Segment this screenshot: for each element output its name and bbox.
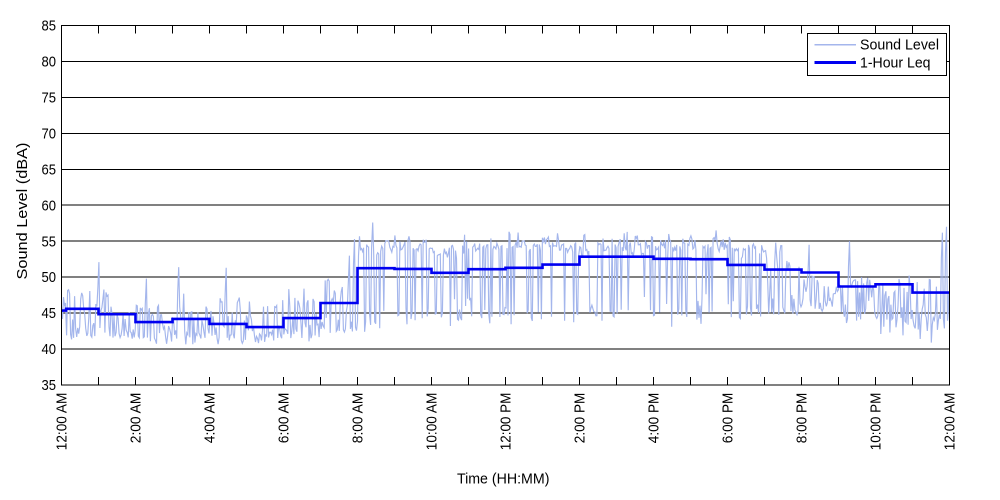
svg-text:Sound Level: Sound Level [860,37,939,54]
svg-text:4:00 PM: 4:00 PM [646,393,663,444]
svg-text:2:00 AM: 2:00 AM [128,393,145,444]
svg-text:10:00 AM: 10:00 AM [424,393,441,451]
svg-text:85: 85 [42,18,57,35]
svg-text:55: 55 [42,233,57,250]
svg-text:60: 60 [42,197,57,214]
svg-text:40: 40 [42,341,57,358]
svg-text:Time (HH:MM): Time (HH:MM) [457,471,550,488]
svg-text:12:00 AM: 12:00 AM [54,393,71,451]
svg-text:50: 50 [42,269,57,286]
svg-text:65: 65 [42,161,57,178]
svg-text:2:00 PM: 2:00 PM [572,393,589,444]
svg-text:Sound Level (dBA): Sound Level (dBA) [14,143,31,280]
svg-text:35: 35 [42,377,57,394]
svg-text:45: 45 [42,305,57,322]
svg-text:70: 70 [42,125,57,142]
svg-text:6:00 PM: 6:00 PM [720,393,737,444]
svg-text:6:00 AM: 6:00 AM [276,393,293,444]
svg-text:75: 75 [42,90,57,107]
svg-text:80: 80 [42,54,57,71]
svg-text:8:00 PM: 8:00 PM [794,393,811,444]
svg-text:10:00 PM: 10:00 PM [868,393,885,451]
svg-text:4:00 AM: 4:00 AM [202,393,219,444]
svg-text:12:00 PM: 12:00 PM [498,393,515,451]
svg-text:8:00 AM: 8:00 AM [350,393,367,444]
svg-text:12:00 AM: 12:00 AM [942,393,959,451]
svg-text:1-Hour Leq: 1-Hour Leq [860,55,931,72]
